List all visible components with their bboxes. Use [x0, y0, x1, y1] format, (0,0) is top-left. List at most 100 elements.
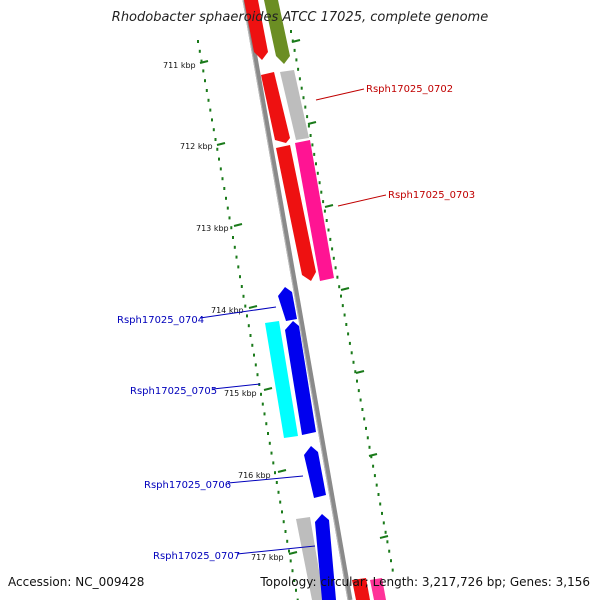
ruler-dot — [345, 323, 348, 326]
gene-blue-0704 — [278, 287, 297, 321]
ruler-dot — [295, 588, 297, 592]
ruler-dot — [251, 343, 254, 347]
ruler-dot — [219, 167, 222, 171]
ruler-dot — [381, 511, 383, 515]
ruler-dot — [325, 219, 328, 222]
tick-716 — [277, 469, 287, 473]
gene-magenta — [295, 140, 334, 281]
ruler-dot — [204, 79, 206, 83]
ruler-dot — [200, 59, 203, 63]
ruler-dot — [313, 152, 316, 156]
ruler-dot — [296, 598, 299, 600]
genome-summary: Topology: circular; Length: 3,217,726 bp… — [260, 575, 590, 589]
ruler-dot — [293, 579, 296, 582]
tick-label-711: 711 kbp — [163, 61, 196, 70]
ruler-dot — [275, 481, 278, 484]
tick-label-716: 716 kbp — [238, 471, 271, 480]
ruler-dot — [348, 341, 351, 345]
ruler-dot — [295, 58, 298, 62]
ruler-dot — [279, 500, 282, 504]
ruler-dot — [368, 445, 371, 449]
ruler-dot — [216, 147, 219, 151]
gene-cyan-0705 — [265, 321, 298, 438]
ruler-dot — [228, 216, 231, 220]
ruler-dot — [329, 237, 332, 241]
ruler-dot — [214, 138, 217, 141]
ruler-dot — [354, 370, 357, 374]
ruler-dot — [239, 275, 241, 279]
ruler-dot — [267, 432, 269, 435]
gene-label-0704[interactable]: Rsph17025_0704 — [117, 315, 204, 326]
gene-grey-a — [280, 70, 309, 140]
ruler-dot — [237, 265, 240, 269]
ruler-dot — [332, 256, 335, 260]
tick-713 — [233, 223, 243, 227]
gene-blue-0707 — [315, 514, 336, 600]
ruler-dot — [377, 493, 380, 496]
ruler-dot — [198, 49, 201, 53]
ruler-dot — [260, 392, 262, 396]
ruler-dot — [357, 389, 360, 393]
ruler-dot — [202, 69, 205, 73]
forward-genes — [244, 0, 386, 600]
ruler-dot — [207, 98, 210, 102]
ruler-dot — [390, 559, 392, 563]
ruler-dot — [232, 236, 234, 239]
genome-backbone — [242, 0, 353, 600]
ruler-dot — [388, 549, 391, 553]
gene-blue-0706 — [304, 446, 326, 498]
ruler-dot — [375, 483, 378, 487]
ruler-dot — [270, 451, 273, 455]
gene-label-0705[interactable]: Rsph17025_0705 — [130, 386, 217, 397]
ruler-dot — [291, 569, 294, 573]
ruler-dot — [253, 353, 255, 357]
ruler-dot — [341, 304, 344, 308]
ruler-dot — [290, 30, 292, 33]
ruler: 711 kbp 712 kbp 713 kbp 714 kbp 715 kbp … — [163, 60, 298, 562]
gene-top-red — [244, 0, 268, 60]
ruler-dot — [391, 568, 394, 572]
ruler-dot — [221, 177, 224, 181]
ruler-dot — [265, 422, 268, 426]
ruler-dot — [323, 209, 326, 213]
gene-label-0707[interactable]: Rsph17025_0707 — [153, 551, 240, 562]
tick-label-713: 713 kbp — [196, 224, 229, 233]
ruler-dot — [379, 502, 382, 506]
tick-label-712: 712 kbp — [180, 142, 213, 151]
ruler-dot — [316, 171, 319, 175]
tick-label-714: 714 kbp — [211, 306, 244, 315]
ruler-dot — [300, 86, 303, 90]
ruler-dot — [338, 285, 341, 289]
ruler-dot — [366, 436, 369, 440]
accession-label: Accession: NC_009428 — [8, 575, 145, 589]
tick-label-715: 715 kbp — [224, 389, 257, 398]
gene-label-0703[interactable]: Rsph17025_0703 — [388, 190, 475, 201]
gene-label-0702[interactable]: Rsph17025_0702 — [366, 84, 453, 95]
ruler-dot — [293, 48, 296, 52]
ruler-dot — [235, 255, 238, 259]
reverse-genes — [265, 287, 336, 600]
ruler-dot — [281, 510, 283, 514]
gene-labels: Rsph17025_0702 Rsph17025_0703 Rsph17025_… — [117, 84, 475, 562]
ruler-dot — [302, 96, 305, 100]
ruler-dot — [218, 157, 220, 161]
tick-715 — [263, 387, 273, 391]
gene-top-olive — [264, 0, 290, 64]
ruler-dot — [298, 77, 301, 81]
ruler-dot — [307, 124, 310, 128]
ruler-dot — [322, 200, 325, 204]
ruler-dot — [304, 105, 307, 109]
ruler-dot — [318, 181, 321, 185]
ruler-dot — [211, 118, 213, 122]
ruler-dot — [350, 351, 353, 355]
ruler-dot — [205, 89, 208, 92]
gene-label-0706[interactable]: Rsph17025_0706 — [144, 480, 231, 491]
ruler-dot — [361, 408, 364, 411]
ruler-dot — [334, 266, 337, 270]
gene-bottom-red — [352, 578, 370, 600]
ruler-dot — [225, 196, 227, 200]
ruler-dot — [306, 115, 309, 119]
ruler-dot — [359, 398, 362, 402]
ruler-dot — [320, 190, 323, 194]
